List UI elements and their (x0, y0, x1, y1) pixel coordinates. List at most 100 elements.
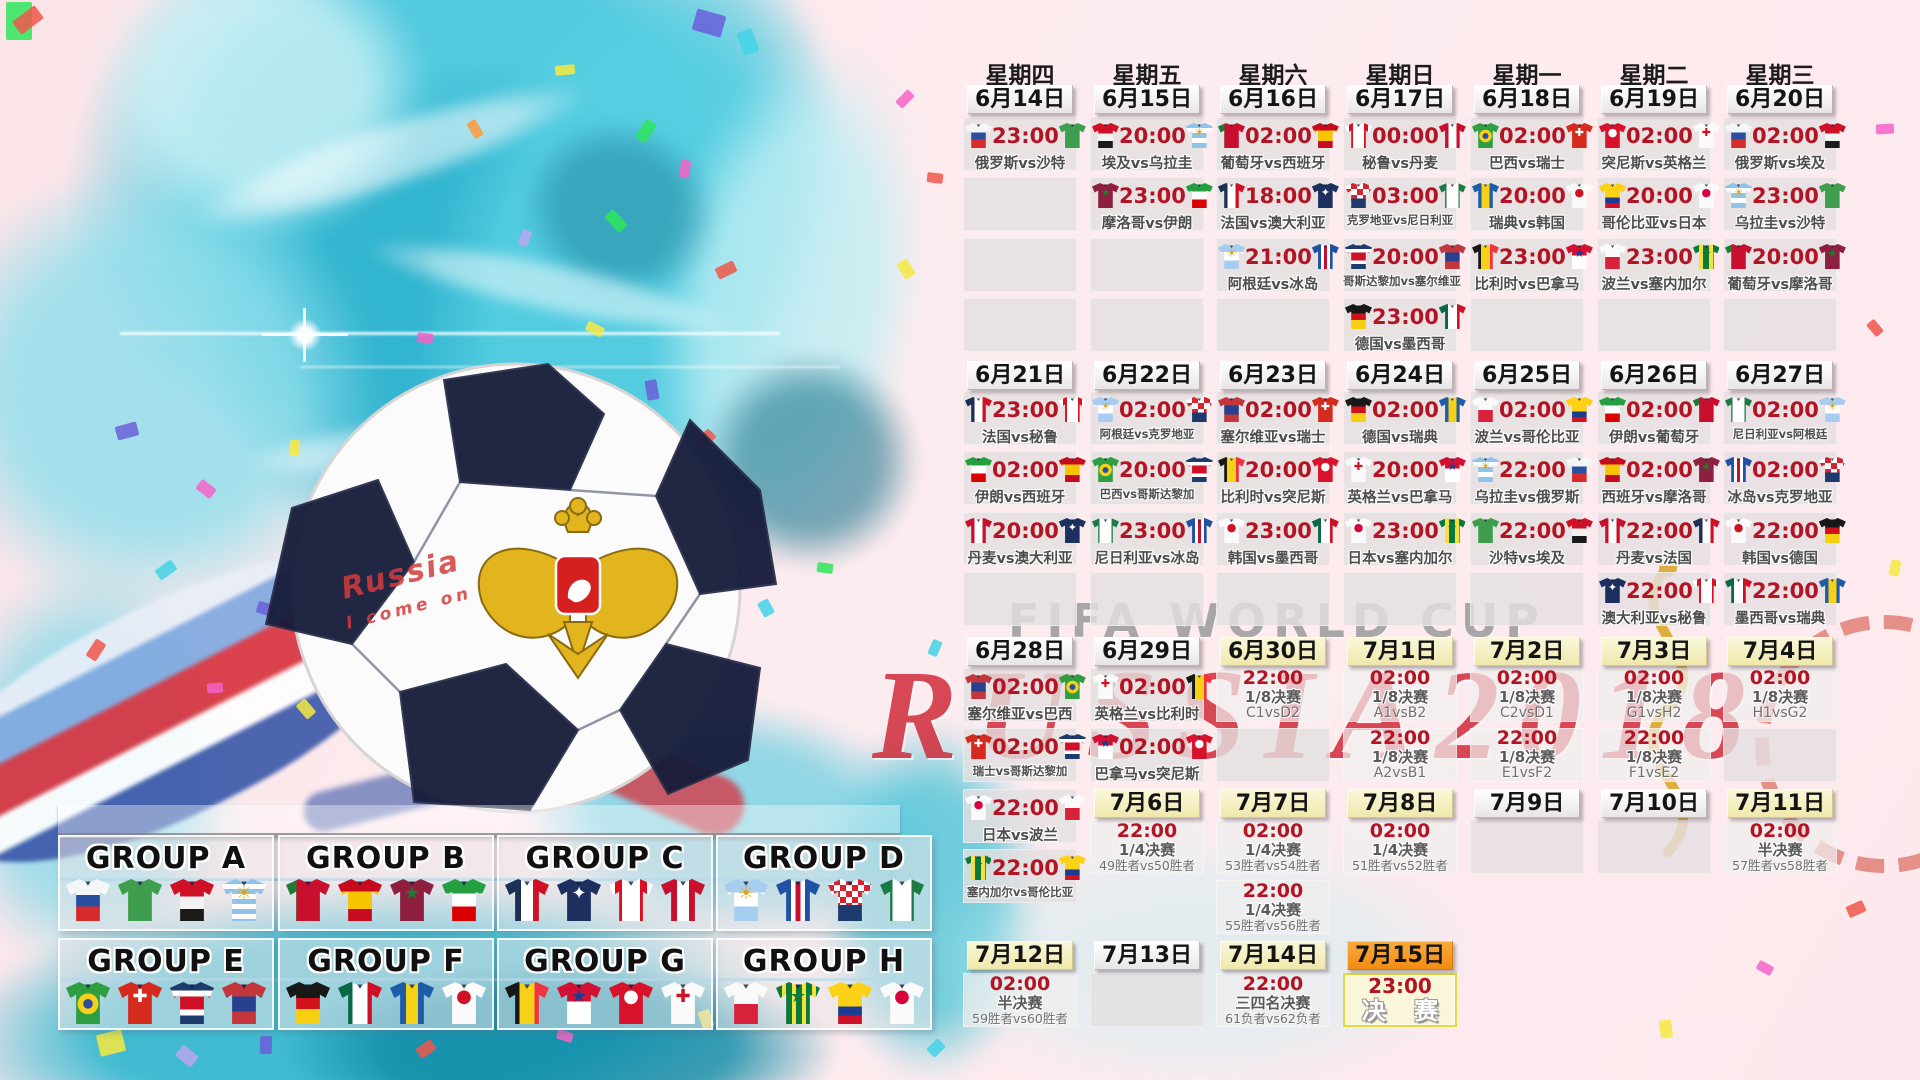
group-title: GROUP A (85, 841, 247, 876)
match-top-row: ☀ 21:00 (1216, 238, 1339, 273)
jersey-emblem-glyph: ● (894, 985, 910, 1007)
group-box-e: GROUP E ✚ (58, 938, 274, 1030)
group-box-c: GROUP C ✦ (497, 835, 713, 931)
knockout-content: 02:00 1/8决赛 G1vsH2 (1597, 667, 1711, 722)
group-jerseys-row: ★ ● (718, 982, 930, 1024)
group-box-f: GROUP F ● (278, 938, 494, 1030)
jersey-collar (1228, 397, 1235, 401)
match-cell: 23:00 ★ 波兰vs塞内加尔 (1597, 238, 1720, 293)
team-jersey-icon-poland (724, 982, 768, 1024)
jersey-collar (975, 518, 982, 522)
jersey-collar (1482, 244, 1489, 248)
match-time: 23:00 (1119, 183, 1186, 208)
jersey-collar (1069, 123, 1076, 127)
knockout-content: 02:00 1/8决赛 A1vsB2 (1343, 667, 1457, 722)
knockout-cell: 22:00 1/8决赛 A2vsB1 (1343, 727, 1457, 782)
jersey-collar (1102, 183, 1109, 187)
match-top-row: 02:00 ★ (1597, 451, 1720, 486)
match-time: 23:00 (1372, 518, 1439, 543)
jersey-collar (1069, 397, 1076, 401)
jersey-emblem-glyph: ☀ (235, 882, 253, 904)
weekday-label: 星期一 (1492, 63, 1562, 89)
jersey-collar (1482, 457, 1489, 461)
knockout-time: 22:00 (1496, 727, 1558, 750)
match-teams-label: 沙特vs埃及 (1488, 551, 1566, 567)
match-cell: 22:00 丹麦vs法国 (1597, 512, 1720, 567)
match-teams-label: 英格兰vs比利时 (1094, 707, 1200, 723)
jersey-collar (1228, 244, 1235, 248)
jersey-collar (1829, 244, 1836, 248)
jersey-collar (1322, 123, 1329, 127)
match-top-row: 23:00 (963, 117, 1086, 152)
jersey-collar (1322, 244, 1329, 248)
jersey-collar (1703, 397, 1710, 401)
match-time: 02:00 (1752, 397, 1819, 422)
jersey-emblem-glyph: ✚ (1100, 676, 1111, 690)
jersey-collar (1735, 123, 1742, 127)
jersey-collar (1829, 518, 1836, 522)
knockout-pairing-label: A2vsB1 (1373, 765, 1427, 782)
jersey-collar (1482, 123, 1489, 127)
group-box-h: GROUP H ★ ● (716, 938, 932, 1030)
jersey-collar (303, 982, 313, 989)
group-title: GROUP G (524, 944, 686, 979)
jersey-collar (1576, 183, 1583, 187)
jersey-collar (522, 879, 532, 886)
match-teams-label: 乌拉圭vs俄罗斯 (1474, 490, 1580, 506)
match-time: 00:00 (1372, 123, 1439, 148)
group-title: GROUP E (87, 944, 245, 979)
jersey-emblem-glyph: ★ (1447, 520, 1458, 534)
knockout-content: 22:00 1/8决赛 C1vsD2 (1216, 667, 1330, 722)
jersey-collar (1196, 397, 1203, 401)
jersey-emblem-glyph: ★ (1701, 459, 1712, 473)
team-jersey-icon-tunisia: ● (609, 982, 653, 1024)
jersey-collar (1102, 457, 1109, 461)
jersey-collar (1703, 244, 1710, 248)
match-teams-label: 德国vs瑞典 (1361, 430, 1439, 446)
jersey-collar (1703, 578, 1710, 582)
match-teams-label: 乌拉圭vs沙特 (1734, 216, 1826, 232)
weekday-label: 星期日 (1365, 63, 1435, 89)
match-time: 20:00 (1119, 123, 1186, 148)
empty-cell (1470, 820, 1584, 874)
jersey-collar (1228, 518, 1235, 522)
jersey-collar (1069, 457, 1076, 461)
jersey-collar (1069, 734, 1076, 738)
jersey-collar (1228, 457, 1235, 461)
match-time: 02:00 (1752, 123, 1819, 148)
match-time: 21:00 (1245, 244, 1312, 269)
jersey-collar (793, 879, 803, 886)
date-box: 6月17日 (1347, 85, 1453, 114)
match-time: 02:00 (992, 457, 1059, 482)
jersey-collar (1102, 734, 1109, 738)
jersey-collar (1102, 518, 1109, 522)
match-teams-label: 克罗地亚vs尼日利亚 (1346, 213, 1454, 227)
match-teams-label: 葡萄牙vs摩洛哥 (1727, 277, 1833, 293)
match-top-row: 02:00 (1343, 391, 1466, 426)
match-time: 02:00 (1245, 123, 1312, 148)
knockout-time: 22:00 (1242, 667, 1304, 690)
match-teams-label: 韩国vs墨西哥 (1227, 551, 1319, 567)
team-jersey-icon-croatia (828, 879, 872, 921)
jersey-emblem-glyph: ✚ (1353, 459, 1364, 473)
match-teams-label: 比利时vs突尼斯 (1220, 490, 1326, 506)
jersey-collar (1482, 397, 1489, 401)
knockout-cell: 22:00 1/8决赛 F1vsE2 (1597, 727, 1711, 782)
knockout-stage-label: 1/8决赛 (1371, 748, 1429, 767)
jersey-collar (975, 457, 982, 461)
empty-cell (1090, 298, 1204, 352)
match-top-row: ✚ 02:00 (1090, 668, 1213, 703)
match-cell: ● 23:00 韩国vs墨西哥 (1216, 512, 1339, 567)
jersey-emblem-glyph: ● (1320, 459, 1331, 473)
jersey-emblem-glyph: ✦ (1607, 580, 1618, 594)
match-cell: 20:00 ☀ 埃及vs乌拉圭 (1090, 117, 1213, 172)
match-top-row: 20:00 ● (1216, 451, 1339, 486)
knockout-time: 02:00 (1496, 667, 1558, 690)
match-time: 02:00 (1626, 123, 1693, 148)
team-jersey-icon-senegal: ★ (776, 982, 820, 1024)
jersey-collar (1196, 674, 1203, 678)
empty-cell (1090, 238, 1204, 292)
match-cell: 02:00 伊朗vs葡萄牙 (1597, 391, 1720, 446)
jersey-collar (975, 674, 982, 678)
jersey-collar (1449, 123, 1456, 127)
